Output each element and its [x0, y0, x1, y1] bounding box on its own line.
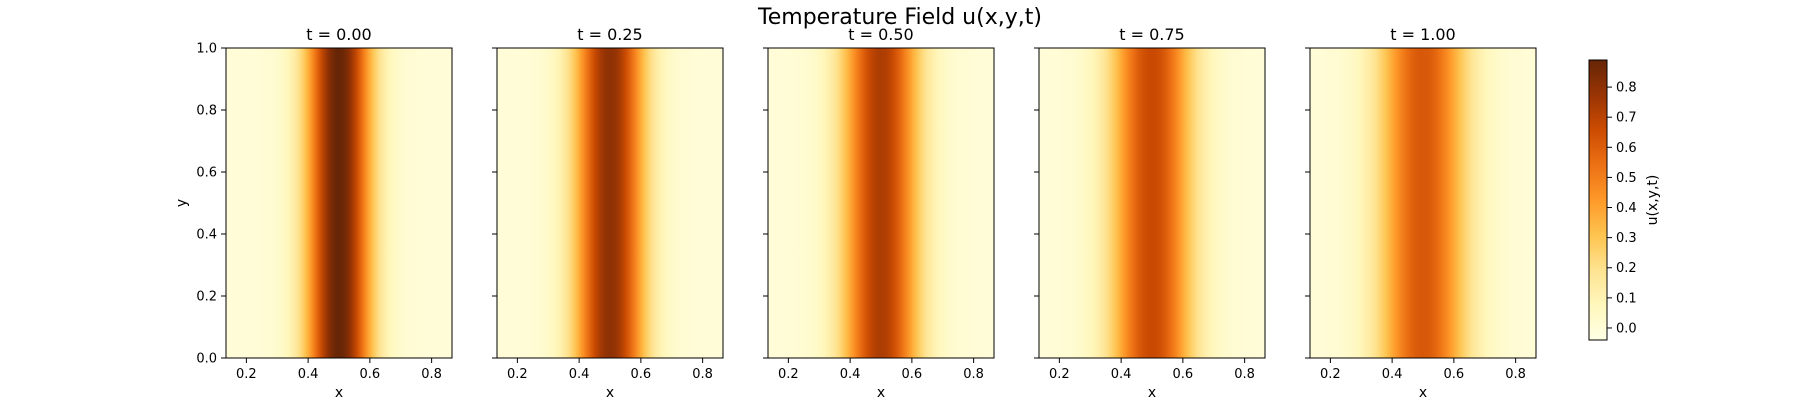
- panel-0: t = 0.00 0.2 0.4 0.6 0.8 x 0.0 0.2 0.4 0.6 0.8 1.0 y: [174, 25, 453, 400]
- panel-title: t = 1.00: [1390, 25, 1455, 44]
- colorbar-gradient: [1589, 60, 1607, 340]
- x-tick-label: 0.6: [1173, 367, 1194, 382]
- colorbar-tick-label: 0.6: [1616, 141, 1637, 156]
- colorbar-label: u(x,y,t): [1645, 175, 1661, 226]
- colorbar: 0.0 0.1 0.2 0.3 0.4 0.5 0.6 0.7 0.8 u(x,y,t): [1588, 59, 1661, 341]
- colorbar-tick-label: 0.5: [1616, 171, 1637, 186]
- x-tick-label: 0.2: [236, 367, 257, 382]
- heatmap-field: [1310, 48, 1536, 358]
- heatmap-field: [768, 48, 994, 358]
- panel-2: t = 0.50 0.2 0.4 0.6 0.8 x: [763, 25, 995, 400]
- colorbar-tick-label: 0.4: [1616, 201, 1637, 216]
- x-tick-label: 0.4: [569, 367, 590, 382]
- panel-title: t = 0.50: [848, 25, 913, 44]
- x-tick-label: 0.4: [840, 367, 861, 382]
- x-tick-label: 0.6: [360, 367, 381, 382]
- panel-title: t = 0.75: [1119, 25, 1184, 44]
- x-tick-label: 0.8: [1505, 367, 1526, 382]
- x-tick-label: 0.6: [631, 367, 652, 382]
- x-tick-label: 0.4: [1382, 367, 1403, 382]
- x-axis-label: x: [335, 385, 343, 400]
- x-tick-label: 0.8: [963, 367, 984, 382]
- x-tick-label: 0.8: [1234, 367, 1255, 382]
- x-axis-label: x: [1419, 385, 1427, 400]
- x-tick-label: 0.4: [298, 367, 319, 382]
- x-tick-label: 0.2: [507, 367, 528, 382]
- y-tick-label: 0.8: [196, 104, 217, 119]
- panel-frame: [496, 47, 724, 359]
- x-tick-label: 0.4: [1111, 367, 1132, 382]
- x-tick-label: 0.8: [692, 367, 713, 382]
- panel-frame: [225, 47, 453, 359]
- x-tick-label: 0.6: [1444, 367, 1465, 382]
- heatmap-field: [1039, 48, 1265, 358]
- panel-frame: [1038, 47, 1266, 359]
- y-tick-label: 0.6: [196, 166, 217, 181]
- x-tick-label: 0.2: [1049, 367, 1070, 382]
- x-tick-label: 0.2: [1320, 367, 1341, 382]
- panel-4: t = 1.00 0.2 0.4 0.6 0.8 x: [1305, 25, 1537, 400]
- y-tick-label: 0.4: [196, 228, 217, 243]
- y-axis-label: y: [174, 199, 190, 207]
- panel-1: t = 0.25 0.2 0.4 0.6 0.8 x: [492, 25, 724, 400]
- panel-title: t = 0.25: [577, 25, 642, 44]
- heatmap-field: [497, 48, 723, 358]
- x-axis-label: x: [877, 385, 885, 400]
- colorbar-tick-label: 0.1: [1616, 291, 1637, 306]
- panel-frame: [767, 47, 995, 359]
- panel-frame: [1309, 47, 1537, 359]
- x-tick-label: 0.6: [902, 367, 923, 382]
- colorbar-tick-label: 0.2: [1616, 261, 1637, 276]
- x-axis-label: x: [606, 385, 614, 400]
- colorbar-tick-label: 0.3: [1616, 231, 1637, 246]
- x-tick-label: 0.2: [778, 367, 799, 382]
- colorbar-frame: [1588, 59, 1608, 341]
- x-tick-label: 0.8: [421, 367, 442, 382]
- colorbar-tick-label: 0.0: [1616, 321, 1637, 336]
- x-axis-label: x: [1148, 385, 1156, 400]
- panels: t = 0.00 0.2 0.4 0.6 0.8 x 0.0 0.2 0.4 0.6 0.8 1.0 y…: [174, 25, 1537, 400]
- colorbar-tick-label: 0.8: [1616, 81, 1637, 96]
- y-tick-label: 0.0: [196, 352, 217, 367]
- y-tick-label: 0.2: [196, 290, 217, 305]
- heatmap-field: [226, 48, 452, 358]
- panel-3: t = 0.75 0.2 0.4 0.6 0.8 x: [1034, 25, 1266, 400]
- figure-title: Temperature Field u(x,y,t): [757, 5, 1042, 30]
- colorbar-tick-label: 0.7: [1616, 111, 1637, 126]
- y-tick-label: 1.0: [196, 42, 217, 57]
- panel-title: t = 0.00: [306, 25, 371, 44]
